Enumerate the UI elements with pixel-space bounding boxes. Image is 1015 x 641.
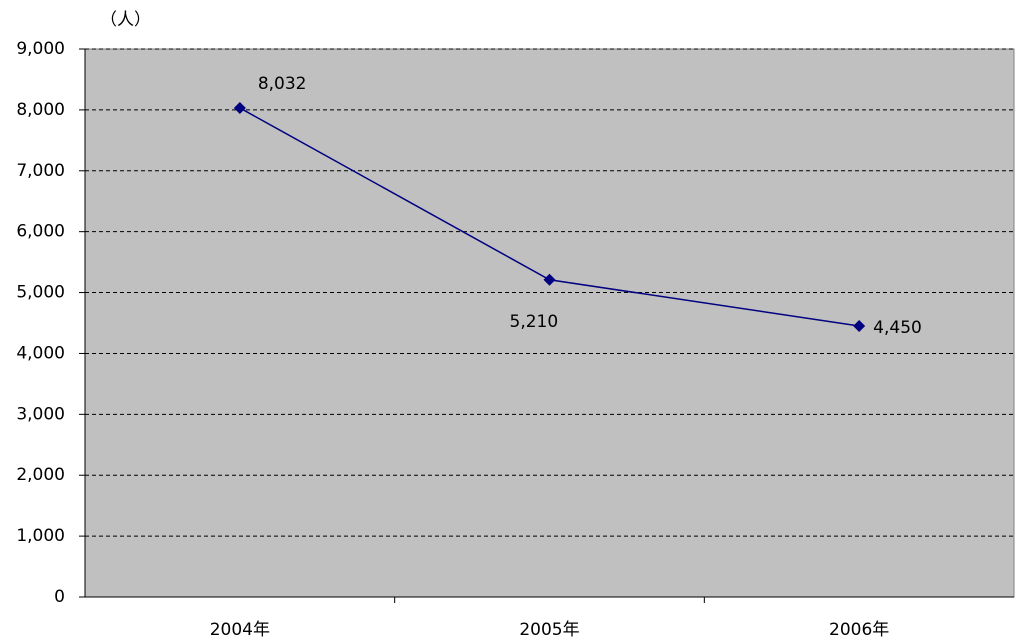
x-tick-label: 2006年 [829,620,889,640]
marker [543,273,556,286]
y-tick-label: 3,000 [16,404,65,424]
y-tick-label: 0 [54,587,65,607]
data-label: 4,450 [873,318,922,338]
marker [853,320,866,333]
data-label: 8,032 [258,74,307,94]
y-tick-label: 2,000 [16,465,65,485]
y-tick-label: 5,000 [16,283,65,303]
marker [233,101,246,114]
y-axis-label: （人） [100,10,151,30]
y-tick-label: 9,000 [16,39,65,59]
y-tick-label: 7,000 [16,161,65,181]
x-tick-label: 2004年 [210,620,270,640]
y-tick-label: 1,000 [16,526,65,546]
y-tick-label: 4,000 [16,343,65,363]
y-tick-label: 6,000 [16,222,65,242]
y-tick-label: 8,000 [16,100,65,120]
x-tick-label: 2005年 [519,620,579,640]
data-label: 5,210 [510,312,559,332]
